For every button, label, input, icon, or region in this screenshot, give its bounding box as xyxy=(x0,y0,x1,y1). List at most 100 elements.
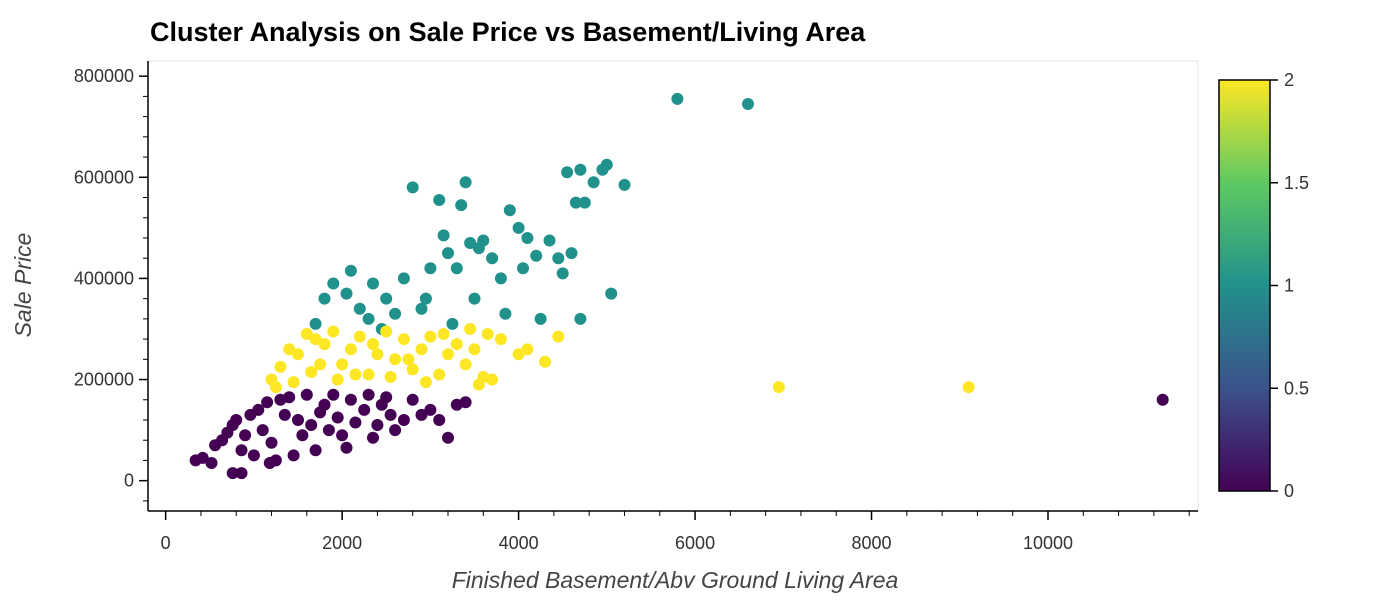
point-cluster-2 xyxy=(287,376,300,389)
point-cluster-1 xyxy=(600,158,613,171)
point-cluster-1 xyxy=(486,252,499,265)
point-cluster-0 xyxy=(336,429,349,442)
point-cluster-1 xyxy=(618,178,631,191)
point-cluster-2 xyxy=(442,348,454,361)
colorbar-tick-label: 2 xyxy=(1284,70,1294,90)
point-cluster-0 xyxy=(309,444,322,457)
point-cluster-1 xyxy=(419,292,432,305)
y-tick-label: 0 xyxy=(124,471,134,491)
point-cluster-1 xyxy=(556,267,569,280)
point-cluster-2 xyxy=(472,378,485,391)
point-cluster-0 xyxy=(269,454,282,467)
points-layer xyxy=(189,92,1169,480)
point-cluster-1 xyxy=(494,272,507,285)
point-cluster-0 xyxy=(406,393,419,406)
point-cluster-0 xyxy=(287,449,300,462)
point-cluster-1 xyxy=(442,247,454,260)
point-cluster-2 xyxy=(389,353,402,366)
plot-area xyxy=(147,60,1199,512)
point-cluster-0 xyxy=(235,444,248,457)
point-cluster-0 xyxy=(235,467,248,480)
point-cluster-1 xyxy=(534,312,547,325)
point-cluster-2 xyxy=(367,338,379,351)
point-cluster-2 xyxy=(344,343,357,356)
point-cluster-1 xyxy=(437,229,450,242)
x-axis-label: Finished Basement/Abv Ground Living Area xyxy=(452,567,899,593)
point-cluster-2 xyxy=(336,358,349,371)
point-cluster-0 xyxy=(433,414,446,426)
x-tick-label: 0 xyxy=(161,533,171,553)
point-cluster-2 xyxy=(292,348,304,361)
point-cluster-1 xyxy=(340,287,353,300)
point-cluster-1 xyxy=(464,237,477,249)
point-cluster-1 xyxy=(499,307,512,320)
point-cluster-0 xyxy=(340,441,353,454)
point-cluster-2 xyxy=(406,363,419,376)
point-cluster-0 xyxy=(331,411,344,424)
point-cluster-1 xyxy=(543,234,556,247)
point-cluster-2 xyxy=(433,368,446,381)
point-cluster-2 xyxy=(274,360,287,373)
point-cluster-1 xyxy=(565,247,578,260)
point-cluster-1 xyxy=(578,196,591,209)
point-cluster-0 xyxy=(300,388,313,401)
colorbar-tick-label: 0 xyxy=(1284,481,1294,501)
point-cluster-1 xyxy=(605,287,618,300)
point-cluster-1 xyxy=(380,292,393,305)
point-cluster-2 xyxy=(331,373,344,386)
point-cluster-0 xyxy=(442,431,454,444)
point-cluster-2 xyxy=(521,343,534,356)
point-cluster-0 xyxy=(424,403,437,416)
point-cluster-2 xyxy=(468,343,481,356)
chart-title: Cluster Analysis on Sale Price vs Baseme… xyxy=(150,17,866,47)
point-cluster-0 xyxy=(296,429,309,442)
point-cluster-0 xyxy=(362,388,375,401)
point-cluster-0 xyxy=(349,416,362,429)
point-cluster-1 xyxy=(517,262,529,275)
point-cluster-2 xyxy=(494,333,507,346)
point-cluster-0 xyxy=(305,419,318,431)
point-cluster-1 xyxy=(455,199,468,212)
point-cluster-0 xyxy=(327,388,340,401)
point-cluster-0 xyxy=(247,449,260,462)
point-cluster-2 xyxy=(402,353,415,366)
point-cluster-1 xyxy=(521,232,534,244)
point-cluster-2 xyxy=(305,366,318,378)
point-cluster-0 xyxy=(389,424,402,437)
point-cluster-1 xyxy=(468,292,481,305)
point-cluster-0 xyxy=(459,396,472,409)
point-cluster-0 xyxy=(415,408,428,421)
point-cluster-2 xyxy=(362,368,375,381)
point-cluster-1 xyxy=(367,277,379,290)
point-cluster-0 xyxy=(322,424,335,437)
y-axis-label: Sale Price xyxy=(10,233,36,338)
y-tick-label: 600000 xyxy=(74,167,134,187)
point-cluster-1 xyxy=(459,176,472,189)
point-cluster-0 xyxy=(397,414,410,426)
point-cluster-2 xyxy=(464,323,477,335)
point-cluster-0 xyxy=(384,408,397,421)
x-tick-label: 2000 xyxy=(322,533,362,553)
point-cluster-1 xyxy=(671,92,684,105)
point-cluster-1 xyxy=(318,292,331,305)
point-cluster-2 xyxy=(327,325,340,338)
point-cluster-2 xyxy=(962,381,975,394)
point-cluster-1 xyxy=(530,249,543,262)
point-cluster-2 xyxy=(424,330,437,343)
point-cluster-1 xyxy=(477,234,490,247)
y-tick-label: 800000 xyxy=(74,66,134,86)
point-cluster-0 xyxy=(358,403,371,416)
colorbar-tick-label: 1.5 xyxy=(1284,173,1309,193)
x-tick-label: 4000 xyxy=(499,533,539,553)
point-cluster-2 xyxy=(349,368,362,381)
point-cluster-1 xyxy=(574,163,587,176)
point-cluster-1 xyxy=(450,262,463,275)
point-cluster-0 xyxy=(283,391,296,404)
point-cluster-2 xyxy=(283,343,296,356)
point-cluster-2 xyxy=(481,328,494,340)
point-cluster-2 xyxy=(539,355,552,368)
point-cluster-0 xyxy=(226,467,239,480)
point-cluster-1 xyxy=(327,277,340,290)
point-cluster-0 xyxy=(252,403,265,416)
point-cluster-2 xyxy=(300,328,313,340)
